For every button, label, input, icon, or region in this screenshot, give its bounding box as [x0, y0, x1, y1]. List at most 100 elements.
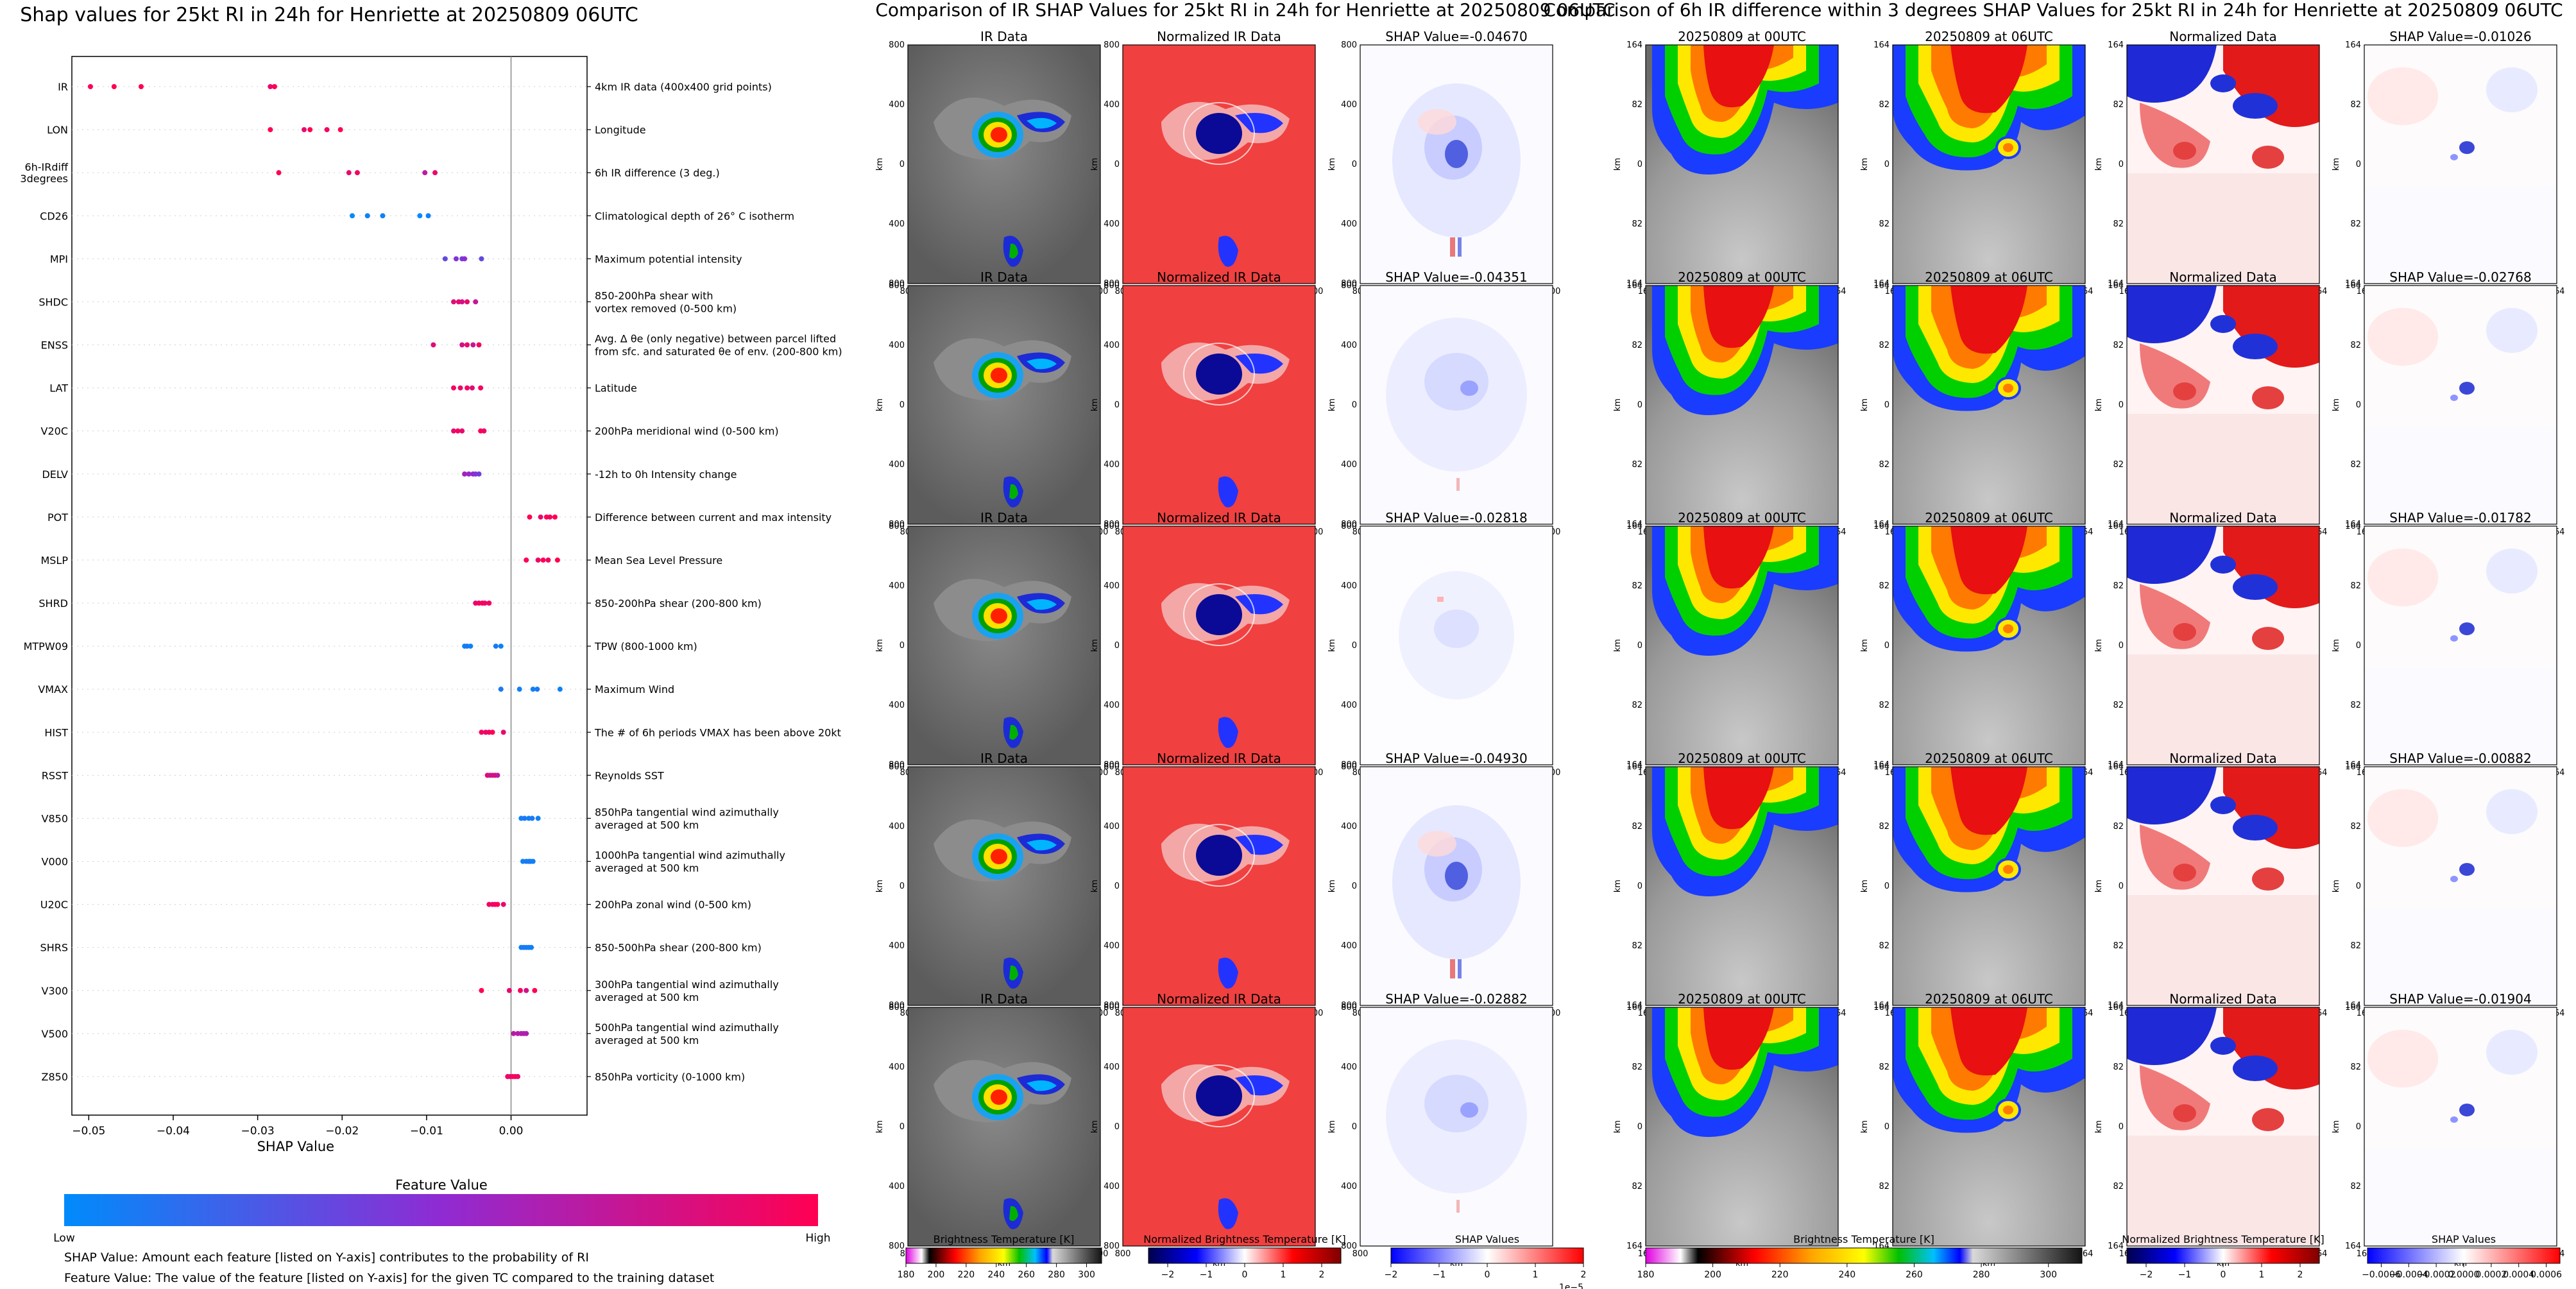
y-axis-label: km [875, 398, 885, 411]
y-axis-label: km [1090, 158, 1100, 171]
panel-frame [1645, 766, 1839, 1006]
panel-image [1646, 286, 1838, 524]
panel-frame [907, 285, 1101, 525]
panel-title: IR Data [980, 29, 1028, 44]
y-tick-label: 0 [1352, 1122, 1357, 1132]
panel-frame [1122, 44, 1316, 284]
y-tick-label: 82 [1632, 460, 1642, 470]
feature-label: VMAX [38, 683, 68, 696]
y-tick-label: 0 [1114, 160, 1120, 169]
colorbar-high-label: High [805, 1232, 830, 1245]
panel-frame [1122, 1007, 1316, 1247]
x-tick-label: −0.02 [325, 1125, 359, 1138]
y-tick-label: 82 [1632, 822, 1642, 832]
y-tick-label: 0 [1637, 641, 1642, 651]
feature-row: LAT Latitude [49, 382, 637, 395]
shap-point [380, 213, 386, 219]
shap-point [457, 385, 463, 391]
feature-label: Z850 [42, 1071, 69, 1083]
image-panel: SHAP Value=-0.04930800800400400004004008… [1327, 751, 1560, 1028]
x-tick-label: 0.00 [499, 1125, 524, 1138]
shap-point [465, 299, 470, 305]
shap-point [511, 1030, 516, 1036]
y-tick-label: 0 [2119, 882, 2124, 891]
colorbar-exponent: 1e−5 [1559, 1283, 1583, 1289]
y-tick-label: 0 [1637, 400, 1642, 410]
y-tick-label: 400 [1104, 341, 1120, 350]
ir-grid-title: Comparison of IR SHAP Values for 25kt RI… [875, 0, 1615, 21]
shap-point [530, 687, 536, 692]
feature-label: 3degrees [20, 173, 68, 185]
image-panel: Normalized Data1641648282008282164164kmk… [2094, 510, 2327, 787]
y-axis-label: km [1860, 158, 1870, 171]
y-tick-label: 0 [1114, 882, 1120, 891]
feature-label: SHRD [38, 597, 68, 610]
y-tick-label: 164 [2345, 281, 2361, 291]
y-tick-label: 0 [2119, 1122, 2124, 1132]
panel-title: 20250809 at 00UTC [1678, 29, 1806, 44]
y-tick-label: 82 [2350, 941, 2361, 951]
shap-point [535, 557, 541, 563]
shap-point [422, 170, 428, 176]
y-tick-label: 400 [1341, 100, 1357, 110]
y-tick-label: 800 [1104, 1242, 1120, 1251]
panel-title: 20250809 at 06UTC [1925, 269, 2053, 285]
image-panel: 20250809 at 06UTC1641648282008282164164k… [1860, 510, 2093, 787]
y-tick-label: 82 [2113, 460, 2124, 470]
shap-point [468, 644, 473, 649]
panel-image [1893, 526, 2085, 765]
shap-point [532, 987, 538, 993]
panel-frame [2364, 766, 2557, 1006]
y-tick-label: 400 [1341, 581, 1357, 591]
y-tick-label: 800 [1341, 520, 1357, 529]
shap-point [425, 213, 431, 219]
panel-title: SHAP Value=-0.01782 [2389, 510, 2531, 525]
y-axis-label: km [1613, 639, 1623, 652]
feature-row: SHRD 850-200hPa shear (200-800 km) [38, 597, 762, 610]
image-panel: SHAP Value=-0.01782164164828200828216416… [2332, 510, 2564, 787]
image-panel: Normalized Data1641648282008282164164kmk… [2094, 751, 2327, 1028]
y-tick-label: 800 [889, 522, 905, 531]
y-tick-label: 164 [2108, 762, 2124, 772]
y-tick-label: 82 [1879, 219, 1889, 229]
y-tick-label: 82 [2350, 219, 2361, 229]
colorbar-label: Brightness Temperature [K] [1793, 1233, 1934, 1245]
panel-frame [1892, 285, 2086, 525]
y-tick-label: 0 [1884, 160, 1889, 169]
panel-image [908, 526, 1100, 765]
panel-image [1123, 526, 1315, 765]
image-panel: IR Data80080040040000400400800800kmkm [875, 751, 1108, 1028]
shap-point [540, 557, 546, 563]
shap-point [495, 901, 500, 907]
y-axis-label: km [2094, 1120, 2104, 1133]
shap-point [451, 428, 457, 434]
note-feature-value: Feature Value: The value of the feature … [64, 1271, 714, 1285]
y-tick-label: 0 [1352, 882, 1357, 891]
feature-description: The # of 6h periods VMAX has been above … [594, 726, 841, 738]
y-axis-label: km [2332, 639, 2341, 652]
feature-label: POT [47, 511, 68, 524]
y-tick-label: 164 [1873, 1001, 1889, 1011]
image-panel: 20250809 at 06UTC1641648282008282164164k… [1860, 751, 2093, 1028]
panel-frame [2364, 1007, 2557, 1247]
y-tick-label: 164 [1873, 522, 1889, 531]
x-tick-label: 800 [1352, 1249, 1369, 1259]
colorbar-tick-label: 300 [1078, 1270, 1095, 1280]
colorbar-tick-label: 2 [2298, 1270, 2303, 1280]
y-tick-label: 0 [900, 160, 905, 169]
y-tick-label: 164 [1626, 281, 1642, 291]
panel-image [2127, 767, 2319, 1005]
shap-summary-plot: Shap values for 25kt RI in 24h for Henri… [20, 4, 842, 1285]
image-panel: IR Data80080040040000400400800800kmkm [875, 269, 1108, 547]
y-tick-label: 82 [1879, 460, 1889, 470]
y-tick-label: 400 [889, 219, 905, 229]
y-tick-label: 800 [1341, 522, 1357, 531]
panel-title: IR Data [980, 269, 1028, 285]
y-tick-label: 82 [2350, 701, 2361, 710]
shap-point [432, 170, 438, 176]
shap-point [465, 385, 470, 391]
colorbar-tick-label: 0.0004 [2503, 1270, 2534, 1280]
y-tick-label: 164 [1626, 279, 1642, 289]
feature-row: Z850 850hPa vorticity (0-1000 km) [42, 1071, 746, 1083]
y-tick-label: 800 [1104, 40, 1120, 50]
